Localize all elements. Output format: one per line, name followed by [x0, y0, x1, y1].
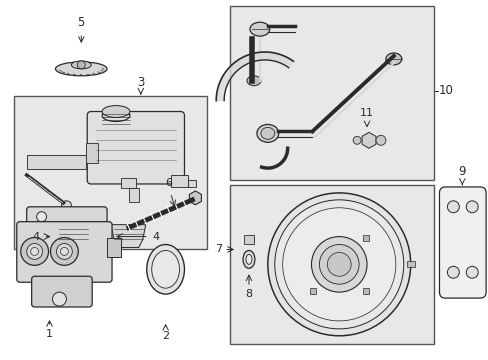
Bar: [14, 96, 207, 249]
Ellipse shape: [102, 105, 130, 117]
Text: 10: 10: [438, 84, 452, 97]
Text: 7: 7: [215, 244, 222, 255]
Circle shape: [466, 266, 477, 278]
Circle shape: [274, 200, 403, 329]
Circle shape: [282, 208, 395, 321]
Text: 1: 1: [46, 329, 53, 339]
Circle shape: [352, 136, 360, 144]
Bar: [129, 188, 139, 202]
Bar: [362, 235, 368, 240]
Ellipse shape: [71, 61, 91, 69]
Bar: [188, 180, 196, 187]
Circle shape: [311, 237, 366, 292]
FancyBboxPatch shape: [87, 112, 184, 184]
Circle shape: [61, 247, 68, 255]
Text: 3: 3: [137, 76, 144, 89]
Circle shape: [326, 252, 350, 276]
Polygon shape: [216, 52, 293, 100]
Circle shape: [447, 266, 458, 278]
Circle shape: [52, 292, 66, 306]
Polygon shape: [56, 225, 91, 247]
Bar: [107, 238, 121, 257]
Text: 5: 5: [78, 16, 85, 29]
Bar: [27, 155, 86, 169]
Bar: [309, 288, 315, 294]
Text: 9: 9: [458, 165, 465, 178]
FancyBboxPatch shape: [17, 222, 112, 282]
Ellipse shape: [260, 127, 274, 139]
Circle shape: [31, 247, 39, 255]
Circle shape: [27, 243, 42, 260]
Bar: [121, 178, 136, 188]
Text: 4: 4: [152, 231, 160, 242]
Text: 6: 6: [165, 178, 172, 188]
Ellipse shape: [385, 53, 401, 65]
Text: 2: 2: [162, 331, 169, 341]
Ellipse shape: [55, 62, 107, 76]
Ellipse shape: [246, 76, 260, 86]
Ellipse shape: [245, 255, 251, 264]
Polygon shape: [189, 191, 201, 205]
Ellipse shape: [151, 251, 179, 288]
Bar: [230, 6, 433, 180]
Circle shape: [375, 135, 385, 145]
FancyBboxPatch shape: [27, 207, 107, 228]
FancyBboxPatch shape: [32, 276, 92, 307]
Bar: [170, 175, 188, 187]
Bar: [406, 261, 414, 267]
Bar: [230, 185, 433, 344]
Ellipse shape: [243, 251, 254, 268]
Ellipse shape: [249, 22, 269, 36]
Polygon shape: [361, 132, 375, 148]
Ellipse shape: [146, 244, 184, 294]
Circle shape: [20, 238, 48, 265]
Bar: [244, 235, 253, 244]
Ellipse shape: [61, 201, 71, 209]
Circle shape: [447, 201, 458, 213]
Circle shape: [466, 201, 477, 213]
Circle shape: [267, 193, 410, 336]
FancyBboxPatch shape: [439, 187, 485, 298]
Bar: [362, 288, 368, 294]
Circle shape: [37, 212, 46, 222]
Circle shape: [56, 243, 72, 260]
Text: 8: 8: [245, 289, 252, 299]
Circle shape: [319, 244, 358, 284]
Text: 4: 4: [32, 231, 40, 242]
Ellipse shape: [256, 125, 278, 142]
Bar: [86, 143, 98, 163]
Ellipse shape: [102, 109, 130, 121]
Circle shape: [50, 238, 78, 265]
Text: 11: 11: [359, 108, 373, 118]
Polygon shape: [111, 225, 145, 247]
Circle shape: [77, 61, 85, 69]
